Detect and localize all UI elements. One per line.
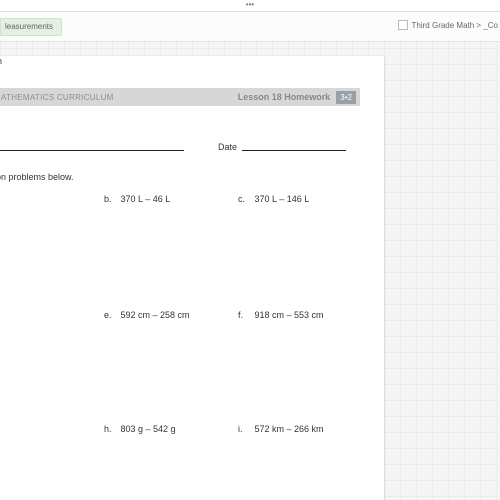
lesson-badge: 3•2: [336, 91, 356, 104]
problem-e-text: 592 cm – 258 cm: [121, 310, 190, 320]
curriculum-label: MATHEMATICS CURRICULUM: [0, 93, 114, 102]
breadcrumb-checkbox[interactable]: [398, 20, 408, 30]
problem-h-text: 803 g – 542 g: [121, 424, 176, 434]
problem-e-label: e.: [104, 310, 118, 320]
date-line: [242, 150, 346, 151]
problem-i-label: i.: [238, 424, 252, 434]
toolbar-row: leasurements Third Grade Math > _Co: [0, 12, 500, 42]
tab-measurements[interactable]: leasurements: [0, 18, 62, 36]
problem-c-text: 370 L – 146 L: [255, 194, 310, 204]
name-line: [0, 150, 184, 151]
problem-f-label: f.: [238, 310, 252, 320]
problem-c-label: c.: [238, 194, 252, 204]
worksheet-page: MATHEMATICS CURRICULUM Lesson 18 Homewor…: [0, 56, 384, 500]
problem-c: c. 370 L – 146 L: [238, 194, 309, 204]
problem-i-text: 572 km – 266 km: [255, 424, 324, 434]
app-topbar: •••: [0, 0, 500, 12]
breadcrumb-text: Third Grade Math > _Co: [412, 21, 498, 30]
problem-f: f. 918 cm – 553 cm: [238, 310, 324, 320]
date-label: Date: [218, 142, 237, 152]
problem-b: b. 370 L – 46 L: [104, 194, 170, 204]
problem-h-label: h.: [104, 424, 118, 434]
lesson-banner: MATHEMATICS CURRICULUM Lesson 18 Homewor…: [0, 88, 360, 106]
problem-h: h. 803 g – 542 g: [104, 424, 176, 434]
breadcrumb[interactable]: Third Grade Math > _Co: [398, 20, 498, 30]
lesson-title: Lesson 18 Homework: [238, 92, 337, 102]
problem-km-fragment: km: [0, 56, 384, 66]
instruction-text: ion problems below.: [0, 172, 74, 182]
problem-e: e. 592 cm – 258 cm: [104, 310, 190, 320]
problem-b-label: b.: [104, 194, 118, 204]
problem-f-text: 918 cm – 553 cm: [255, 310, 324, 320]
topbar-dots: •••: [246, 0, 254, 9]
problem-i: i. 572 km – 266 km: [238, 424, 324, 434]
problem-b-text: 370 L – 46 L: [121, 194, 171, 204]
